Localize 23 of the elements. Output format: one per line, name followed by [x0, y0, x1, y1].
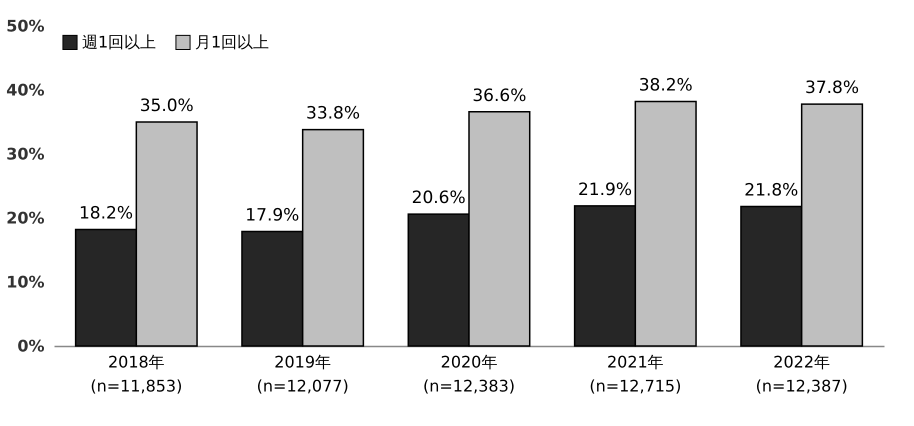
data-label: 18.2%: [78, 204, 133, 224]
x-tick-label: 2019年 (n=12,077): [256, 352, 349, 396]
x-tick-label: 2020年 (n=12,383): [422, 352, 516, 396]
x-tick-label: 2022年 (n=12,387): [756, 352, 848, 396]
legend-label: 週1回以上: [82, 32, 156, 52]
data-label: 35.0%: [140, 96, 194, 116]
data-label: 17.9%: [245, 205, 300, 226]
legend-label: 月1回以上: [195, 32, 270, 52]
y-tick-label: 0%: [17, 336, 44, 356]
data-label: 21.8%: [744, 180, 798, 200]
y-tick-label: 10%: [6, 272, 44, 292]
x-tick-label: 2018年 (n=11,853): [90, 352, 182, 396]
data-label: 20.6%: [412, 188, 466, 208]
y-tick-label: 20%: [6, 208, 44, 228]
y-tick-label: 30%: [6, 144, 44, 164]
data-label: 37.8%: [805, 78, 860, 98]
y-tick-label: 50%: [6, 16, 44, 36]
data-label: 36.6%: [472, 86, 526, 106]
y-tick-label: 40%: [6, 80, 44, 100]
x-tick-label: 2021年 (n=12,715): [589, 352, 682, 396]
data-label: 38.2%: [638, 76, 693, 96]
data-label: 21.9%: [578, 180, 632, 200]
data-label: 33.8%: [306, 104, 360, 124]
